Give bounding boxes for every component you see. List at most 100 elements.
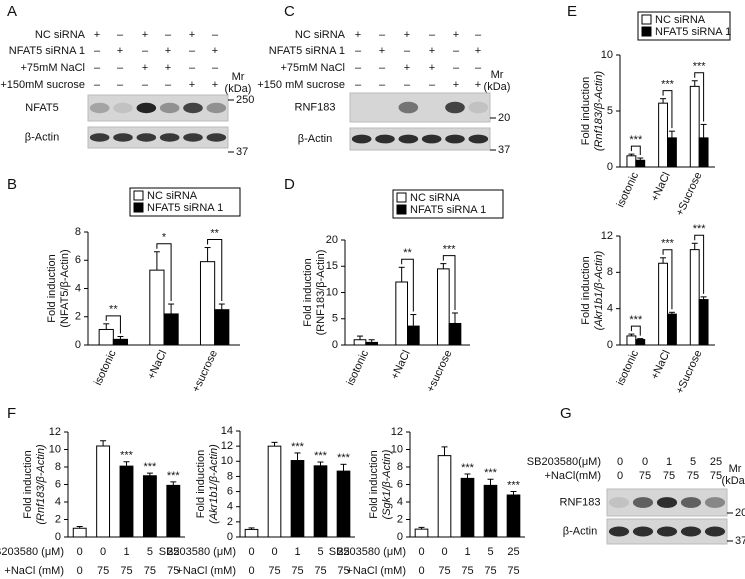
chart: 0 2 4 6 8 10 12 Fold induction (Sgk1/β-Actin) 0 0 0… xyxy=(329,426,525,577)
condition-sign: – xyxy=(475,62,482,74)
legend-swatch xyxy=(641,14,652,25)
significance-label: ** xyxy=(210,227,219,239)
condition-sign: – xyxy=(94,79,101,91)
band-label: β-Actin xyxy=(563,525,597,537)
condition-sign: – xyxy=(94,62,101,74)
bar xyxy=(658,262,669,346)
blot: NC siRNA + – + – + –NFAT5 siRNA 1– + – + – ++75mM N… xyxy=(0,29,254,158)
x-row-label: SB203580 (μM) xyxy=(159,546,236,558)
condition-sign: – xyxy=(404,45,411,57)
y-tick-label: 6 xyxy=(397,478,403,490)
x-row-value: 75 xyxy=(438,565,450,577)
band xyxy=(113,102,133,114)
blot-image xyxy=(606,488,728,517)
marker-label: 20 xyxy=(735,507,745,519)
bar xyxy=(414,528,429,538)
band xyxy=(89,102,110,114)
bar xyxy=(353,339,367,346)
y-tick-label: 12 xyxy=(601,230,613,242)
band xyxy=(159,102,180,114)
band-label: RNF183 xyxy=(560,496,601,508)
significance-label: *** xyxy=(291,441,305,453)
condition-sign: + xyxy=(404,62,410,74)
y-axis-label: (NFAT5/β-Actin) xyxy=(59,249,71,327)
marker-label: 37 xyxy=(236,146,248,158)
significance-bracket xyxy=(105,315,121,334)
mr-label: (kDa) xyxy=(722,475,745,487)
condition-sign: 75 xyxy=(639,470,651,482)
condition-sign: – xyxy=(475,29,482,41)
y-tick-label: 10 xyxy=(391,443,403,455)
condition-sign: + xyxy=(165,62,171,74)
significance-label: * xyxy=(162,232,167,244)
significance-label: ** xyxy=(403,247,412,259)
condition-label: NC siRNA xyxy=(35,29,86,41)
bar xyxy=(626,335,637,346)
panel-label: G xyxy=(560,405,572,422)
significance-label: ** xyxy=(109,304,118,316)
bar xyxy=(313,465,328,538)
x-row-value: 25 xyxy=(507,546,519,558)
x-row-value: 75 xyxy=(484,565,496,577)
condition-sign: – xyxy=(212,62,219,74)
x-row-value: 5 xyxy=(487,546,493,558)
band xyxy=(421,134,442,144)
y-tick-label: 2 xyxy=(75,311,81,323)
bar xyxy=(98,328,114,346)
condition-label: NFAT5 siRNA 1 xyxy=(269,45,345,57)
y-tick-label: 8 xyxy=(227,470,233,482)
band xyxy=(656,497,678,508)
condition-sign: – xyxy=(379,29,386,41)
significance-bracket xyxy=(207,239,223,302)
significance-bracket xyxy=(442,255,456,310)
marker-label: 20 xyxy=(498,112,510,124)
condition-sign: + xyxy=(212,45,218,57)
y-tick-label: 4 xyxy=(55,496,61,508)
significance-bracket xyxy=(630,145,641,156)
y-tick-label: 8 xyxy=(607,266,613,278)
band-label: β-Actin xyxy=(298,133,332,145)
panel-label: D xyxy=(284,176,295,193)
condition-sign: – xyxy=(404,79,411,91)
y-tick-label: 20 xyxy=(326,234,338,246)
y-axis-label: Fold induction xyxy=(195,450,207,519)
bar xyxy=(437,455,452,538)
marker-label: 37 xyxy=(735,535,745,547)
bar xyxy=(667,313,677,346)
bar xyxy=(437,268,450,346)
y-tick-label: 10 xyxy=(49,443,61,455)
x-tick-label: isotonic xyxy=(345,348,372,387)
x-tick-label: +NaCl xyxy=(145,348,169,381)
condition-sign: – xyxy=(355,79,362,91)
y-tick-label: 6 xyxy=(227,485,233,497)
y-axis-label: Fold induction xyxy=(22,450,34,519)
bar xyxy=(667,137,677,168)
band-label: β-Actin xyxy=(25,131,59,143)
y-tick-label: 10 xyxy=(601,49,613,61)
condition-sign: – xyxy=(94,45,101,57)
blot-image xyxy=(87,126,229,149)
y-axis-label: (Sgk1/β-Actin) xyxy=(381,449,393,519)
bar xyxy=(267,445,282,538)
y-tick-label: 8 xyxy=(397,461,403,473)
band xyxy=(445,101,465,114)
condition-sign: 75 xyxy=(710,470,722,482)
condition-sign: – xyxy=(453,45,460,57)
y-tick-label: 0 xyxy=(332,339,338,351)
y-tick-label: 2 xyxy=(397,513,403,525)
condition-sign: – xyxy=(165,29,172,41)
y-tick-label: 4 xyxy=(75,282,81,294)
band xyxy=(468,134,489,144)
band xyxy=(656,526,678,537)
significance-bracket xyxy=(156,243,172,302)
band xyxy=(704,497,726,508)
condition-sign: + xyxy=(142,29,148,41)
x-row-label: +NaCl (mM) xyxy=(176,565,236,577)
bar xyxy=(365,341,379,346)
bar xyxy=(698,137,709,168)
band xyxy=(632,526,654,537)
condition-sign: – xyxy=(117,29,124,41)
x-tick-label: +NaCl xyxy=(649,170,673,203)
y-axis-label: Fold induction xyxy=(302,258,314,327)
significance-label: *** xyxy=(443,244,457,256)
